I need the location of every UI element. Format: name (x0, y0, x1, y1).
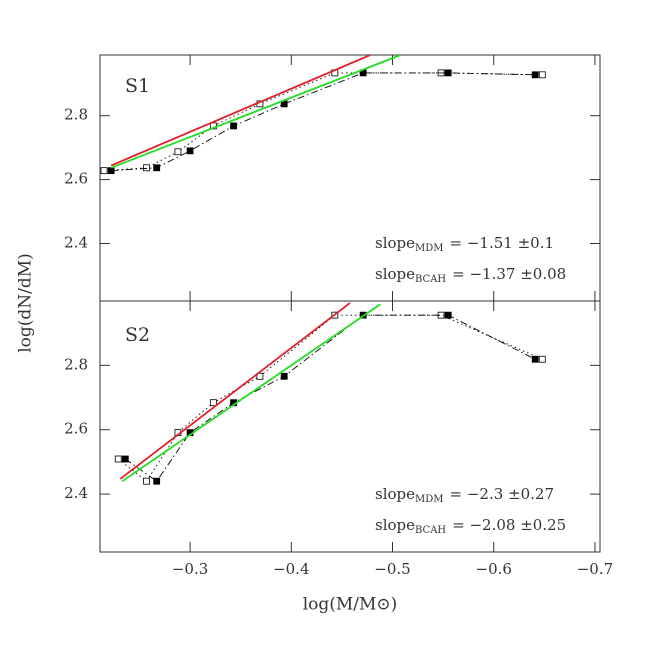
annotation-subscript: MDM (415, 243, 444, 254)
y-axis-label: log(dN/dM) (16, 253, 36, 353)
data-point (121, 455, 129, 463)
data-line (111, 72, 536, 172)
x-tick-label: −0.5 (374, 560, 410, 578)
data-line (125, 314, 536, 482)
panel-frame (99, 300, 601, 553)
data-point (100, 167, 108, 175)
annotation-text: slope (375, 485, 415, 503)
data-point (531, 355, 539, 363)
annotation-value: = −1.37 ±0.08 (452, 265, 566, 283)
data-point (153, 164, 161, 172)
data-point (538, 71, 546, 79)
annotation: slopeMDM = −1.51 ±0.1 (375, 234, 554, 254)
data-point (444, 311, 452, 319)
annotation-text: slope (375, 516, 415, 534)
data-line (104, 72, 543, 172)
data-point (256, 372, 264, 380)
y-tick-label: 2.4 (64, 233, 88, 251)
data-point (153, 477, 161, 485)
fit-line (110, 55, 401, 169)
annotation-value: = −2.08 ±0.25 (452, 516, 566, 534)
panel-label: S1 (125, 75, 150, 97)
panel-label: S2 (125, 324, 150, 346)
plot-area (100, 55, 546, 175)
x-tick-label: −0.4 (273, 560, 309, 578)
x-tick-label: −0.6 (476, 560, 512, 578)
annotation: slopeMDM = −2.3 ±0.27 (375, 485, 554, 505)
x-tick-label: −0.7 (577, 560, 613, 578)
annotation: slopeBCAH = −2.08 ±0.25 (375, 516, 566, 536)
data-point (107, 167, 115, 175)
y-tick-label: 2.6 (64, 420, 88, 438)
y-tick-label: 2.6 (64, 170, 88, 188)
annotation: slopeBCAH = −1.37 ±0.08 (375, 265, 566, 285)
data-point (186, 147, 194, 155)
annotation-subscript: BCAH (415, 525, 446, 536)
x-axis-label: log(M/M⊙) (303, 595, 398, 615)
data-point (531, 71, 539, 79)
annotation-text: slope (375, 265, 415, 283)
annotation-subscript: BCAH (415, 274, 446, 285)
data-point (230, 122, 238, 130)
annotation-value: = −2.3 ±0.27 (450, 485, 555, 503)
y-tick-label: 2.8 (64, 106, 88, 124)
annotation-value: = −1.51 ±0.1 (450, 234, 555, 252)
data-point (444, 69, 452, 77)
fit-line (119, 302, 351, 480)
data-point (174, 148, 182, 156)
y-tick-label: 2.4 (64, 484, 88, 502)
x-tick-label: −0.3 (172, 560, 208, 578)
data-point (209, 399, 217, 407)
annotation-subscript: MDM (415, 494, 444, 505)
annotation-text: slope (375, 234, 415, 252)
data-point (143, 477, 150, 485)
data-point (114, 455, 122, 463)
fit-line (121, 303, 381, 482)
plot-area (114, 302, 546, 485)
fit-line (110, 55, 371, 167)
data-point (280, 372, 288, 380)
data-point (538, 355, 546, 363)
y-tick-label: 2.8 (64, 355, 88, 373)
data-point (143, 164, 150, 172)
